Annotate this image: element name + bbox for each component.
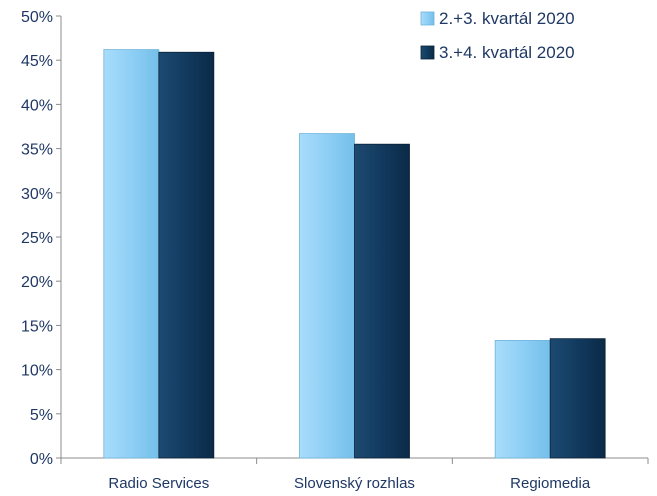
x-axis-ticks (60, 458, 649, 464)
bar-2-1 (158, 51, 215, 459)
y-tick-label: 35% (21, 142, 53, 159)
y-tick-label: 45% (21, 53, 53, 70)
y-tick-label: 0% (30, 451, 53, 468)
legend-swatch-2 (420, 45, 435, 60)
y-tick-label: 40% (21, 97, 53, 114)
bar-2-2 (354, 143, 410, 459)
legend: 2.+3. kvartál 2020 3.+4. kvartál 2020 (420, 9, 575, 62)
bar-1-3 (494, 340, 551, 459)
y-tick-label: 15% (21, 318, 53, 335)
bar-1-2 (299, 133, 355, 459)
category-label: Regiomedia (510, 475, 591, 492)
legend-swatch-1 (420, 11, 435, 26)
bar-1-1 (103, 49, 160, 459)
bar-2-3 (549, 338, 606, 459)
bars (103, 49, 606, 459)
y-tick-label: 30% (21, 186, 53, 203)
y-tick-label: 50% (21, 9, 53, 26)
category-label: Radio Services (108, 475, 209, 492)
y-tick-label: 5% (30, 407, 53, 424)
y-tick-label: 20% (21, 274, 53, 291)
legend-label-1: 2.+3. kvartál 2020 (439, 9, 575, 28)
y-tick-label: 10% (21, 363, 53, 380)
legend-label-2: 3.+4. kvartál 2020 (439, 43, 575, 62)
y-tick-label: 25% (21, 230, 53, 247)
y-axis-ticks: 0% 5% 10% 15% 20% 25% 30% 35% 40% 45% 50% (21, 9, 61, 468)
category-labels: Radio Services Slovenský rozhlas Regiomedi… (108, 475, 590, 492)
category-label: Slovenský rozhlas (294, 475, 415, 492)
